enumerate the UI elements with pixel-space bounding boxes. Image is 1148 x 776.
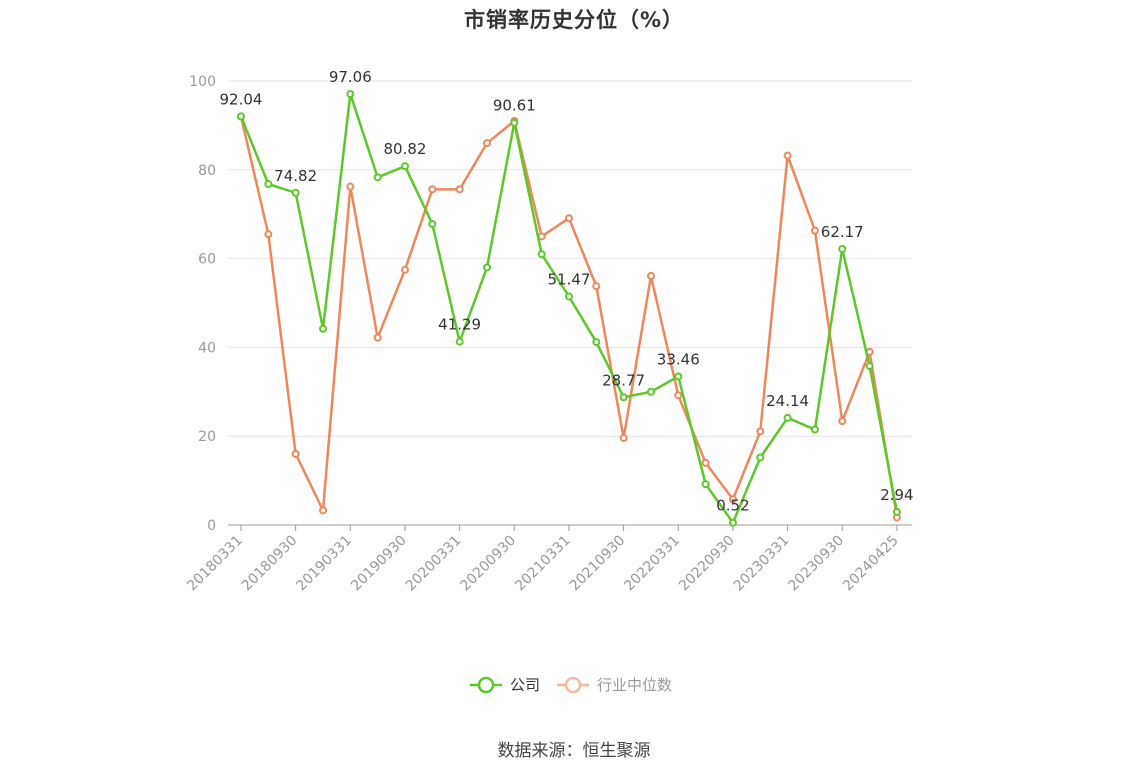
data-label: 51.47: [547, 270, 590, 288]
data-point-industry: [400, 265, 409, 274]
data-point-company: [865, 362, 874, 371]
data-point-company: [373, 173, 382, 182]
data-point-company: [701, 480, 710, 489]
data-point-company: [838, 244, 847, 253]
series-lines: [237, 90, 901, 527]
x-tick-label: 20210331: [512, 533, 574, 595]
x-tick-label: 20190331: [293, 533, 355, 595]
series-line-industry: [239, 116, 899, 518]
data-label: 33.46: [657, 350, 700, 368]
data-point-company: [537, 250, 546, 259]
data-point-industry: [810, 226, 819, 235]
data-point-industry: [728, 495, 737, 504]
data-point-company: [510, 118, 519, 127]
data-point-company: [400, 162, 409, 171]
x-tick-label: 20220930: [676, 533, 738, 595]
data-point-industry: [592, 282, 601, 291]
y-tick-label: 80: [198, 163, 216, 179]
legend-marker: [564, 676, 582, 694]
data-point-company: [482, 263, 491, 272]
x-tick-label: 20220331: [621, 533, 683, 595]
data-point-industry: [646, 271, 655, 280]
y-tick-label: 60: [198, 252, 216, 268]
data-label: 0.52: [716, 497, 749, 515]
chart-title: 市销率历史分位（%）: [463, 8, 685, 32]
data-point-company: [783, 413, 792, 422]
data-point-industry: [619, 433, 628, 442]
data-point-company: [264, 180, 273, 189]
data-point-industry: [674, 391, 683, 400]
data-point-company: [291, 188, 300, 197]
data-point-company: [810, 425, 819, 434]
x-tick-label: 20180930: [239, 533, 301, 595]
data-label: 62.17: [821, 223, 864, 241]
data-point-company: [756, 453, 765, 462]
data-point-company: [318, 324, 327, 333]
data-source-note: 数据来源：恒生聚源: [497, 741, 651, 761]
x-tick-label: 20200930: [457, 533, 519, 595]
x-tick-label: 20180331: [184, 533, 246, 595]
x-tick-label: 20230930: [785, 533, 847, 595]
data-point-industry: [564, 214, 573, 223]
data-labels: 92.04 74.82 97.06 80.82 41.29 90.61 51.47 28.77…: [220, 68, 914, 515]
data-point-company: [237, 112, 245, 121]
data-point-industry: [701, 458, 710, 467]
data-point-company: [455, 337, 464, 346]
data-label: 92.04: [220, 90, 263, 108]
legend-label: 行业中位数: [597, 676, 672, 694]
data-point-industry: [783, 151, 792, 160]
legend: 公司 行业中位数: [470, 676, 672, 694]
x-tick-label: 20240425: [840, 533, 902, 595]
x-tick-label: 20200331: [403, 533, 465, 595]
data-label: 2.94: [880, 486, 913, 504]
data-point-industry: [373, 333, 382, 342]
data-point-industry: [756, 427, 765, 436]
data-point-industry: [264, 230, 273, 239]
data-point-company: [592, 338, 601, 347]
legend-marker: [477, 676, 495, 694]
data-point-industry: [482, 139, 491, 148]
data-point-company: [428, 219, 437, 228]
data-point-industry: [318, 506, 327, 515]
data-point-company: [564, 292, 573, 301]
legend-item-company: 公司: [470, 676, 540, 694]
data-point-company: [728, 518, 737, 527]
data-point-company: [619, 393, 628, 402]
data-point-company: [892, 507, 901, 516]
data-point-industry: [291, 449, 300, 458]
data-label: 80.82: [384, 140, 427, 158]
y-tick-label: 20: [198, 429, 216, 445]
x-tick-label: 20210930: [567, 533, 629, 595]
x-tick-label: 20190930: [348, 533, 410, 595]
axes: 0 20 40 60 80 100 2018033120180930201903312019…: [184, 74, 912, 594]
data-label: 28.77: [602, 371, 645, 389]
data-point-industry: [346, 182, 355, 191]
y-tick-label: 40: [198, 340, 216, 356]
data-point-industry: [838, 417, 847, 426]
data-point-industry: [455, 185, 464, 194]
data-point-company: [346, 90, 355, 99]
data-label: 41.29: [438, 316, 481, 334]
data-point-company: [646, 387, 655, 396]
x-tick-label: 20230331: [731, 533, 793, 595]
legend-item-industry: 行业中位数: [557, 676, 672, 694]
y-tick-label: 0: [207, 518, 216, 534]
data-point-industry: [428, 185, 437, 194]
data-label: 90.61: [493, 97, 536, 115]
y-tick-label: 100: [189, 74, 216, 90]
data-label: 24.14: [766, 392, 809, 410]
data-point-company: [674, 372, 683, 381]
legend-label: 公司: [510, 676, 540, 694]
data-label: 97.06: [329, 68, 372, 86]
data-label: 74.82: [274, 167, 317, 185]
